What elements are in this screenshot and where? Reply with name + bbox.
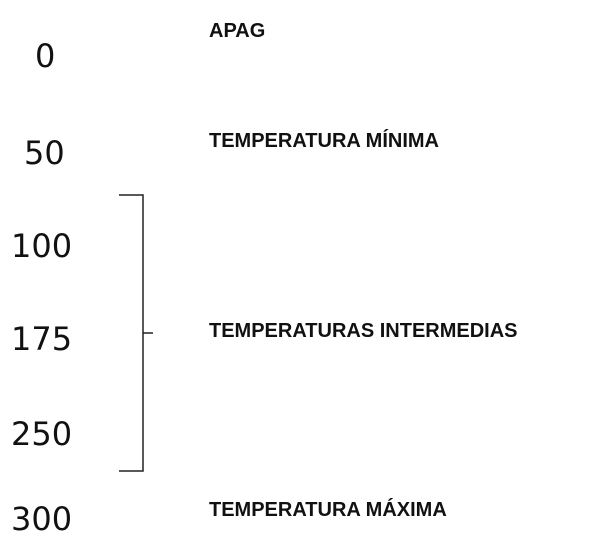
zone-label-off: APAG xyxy=(209,20,266,42)
bracket-line xyxy=(119,194,144,472)
dial-value-50: 50 xyxy=(24,134,65,172)
dial-value-250: 250 xyxy=(11,415,73,453)
dial-value-175: 175 xyxy=(11,320,73,358)
dial-value-300: 300 xyxy=(11,500,73,538)
zone-label-intermediate: TEMPERATURAS INTERMEDIAS xyxy=(209,320,518,342)
dial-value-0: 0 xyxy=(35,37,56,75)
zone-label-maximum: TEMPERATURA MÁXIMA xyxy=(209,499,447,521)
dial-value-100: 100 xyxy=(11,227,73,265)
zone-label-minimum: TEMPERATURA MÍNIMA xyxy=(209,130,439,152)
